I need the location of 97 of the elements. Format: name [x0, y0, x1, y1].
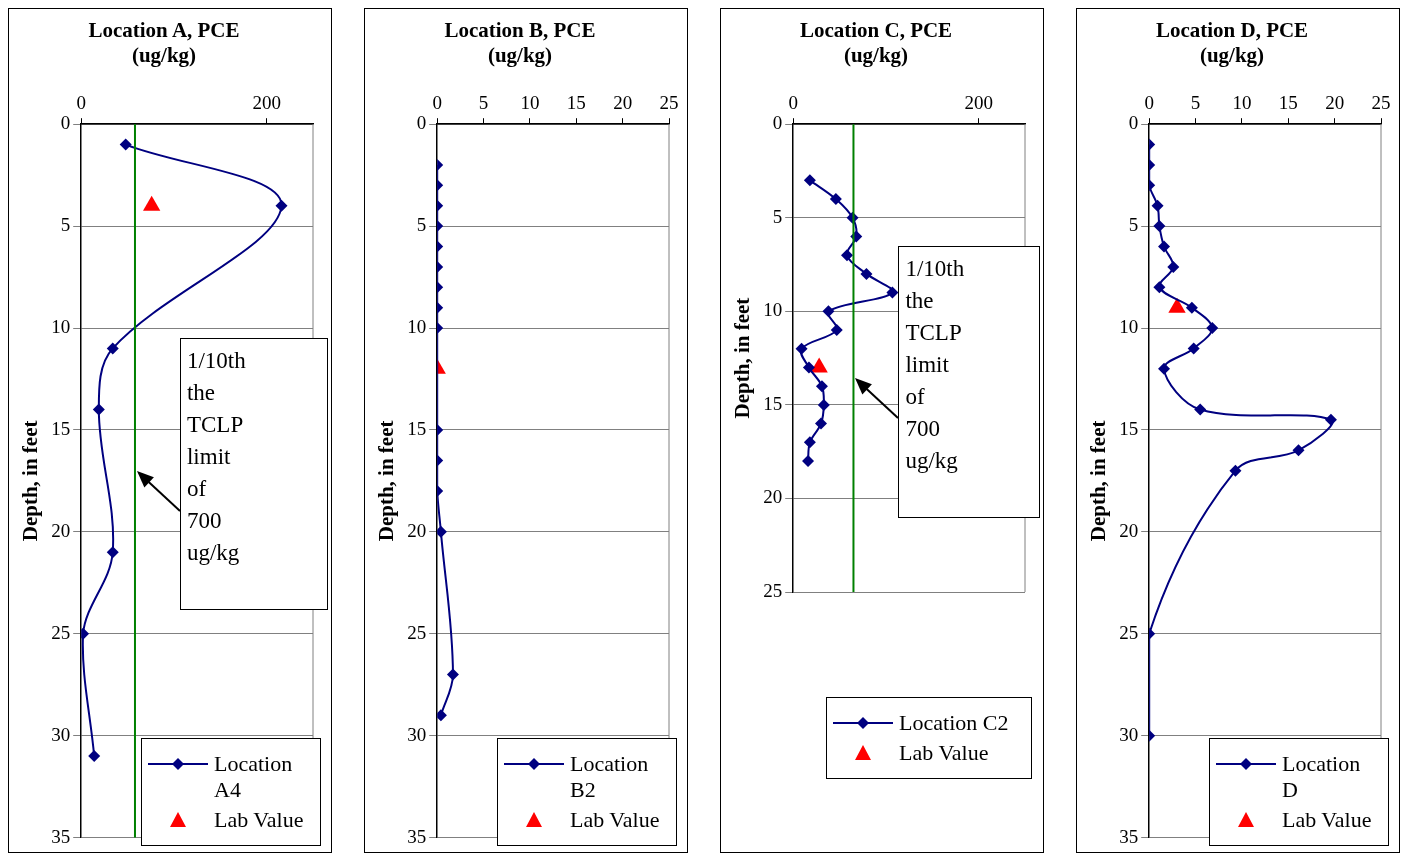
- point: [1151, 199, 1164, 212]
- point: [1158, 362, 1171, 375]
- chart-title: Location A, PCE (ug/kg): [88, 18, 240, 68]
- legend-label: Lab Value: [1282, 806, 1372, 833]
- chart-title: Location D, PCE (ug/kg): [1155, 18, 1309, 68]
- point: [1229, 464, 1242, 477]
- y-tick-label: 15: [51, 417, 71, 439]
- chart-title: Location B, PCE (ug/kg): [444, 18, 596, 68]
- x-tick-label: 25: [659, 91, 679, 113]
- x-tick-label: 20: [613, 91, 633, 113]
- y-tick-label: 10: [763, 299, 783, 321]
- point: [829, 193, 842, 206]
- point: [802, 361, 815, 374]
- x-tick-label: 0: [1144, 91, 1154, 113]
- point: [1292, 444, 1305, 457]
- point: [860, 267, 873, 280]
- y-tick-label: 20: [1119, 519, 1139, 541]
- y-tick-label: 5: [772, 205, 783, 227]
- y-axis-title: Depth, in feet: [1086, 420, 1111, 542]
- y-tick-label: 10: [1119, 316, 1139, 338]
- x-tick-label: 20: [1325, 91, 1345, 113]
- point: [1206, 322, 1219, 335]
- x-tick-label: 5: [1190, 91, 1201, 113]
- point: [1167, 260, 1180, 273]
- point: [1153, 281, 1166, 294]
- y-tick-label: 30: [1119, 723, 1139, 745]
- y-tick-label: 35: [1119, 825, 1139, 847]
- point: [1185, 301, 1198, 314]
- x-tick-label: 10: [1232, 91, 1252, 113]
- y-tick-label: 25: [51, 621, 71, 643]
- point: [815, 380, 828, 393]
- y-tick-label: 5: [60, 214, 71, 236]
- point: [1194, 403, 1207, 416]
- y-tick-label: 25: [763, 579, 783, 601]
- y-tick-label: 30: [407, 723, 427, 745]
- legend-label: Location B2: [570, 750, 650, 803]
- point: [106, 342, 119, 355]
- y-tick-label: 35: [407, 825, 427, 847]
- x-tick-label: 5: [478, 91, 489, 113]
- y-tick-label: 30: [51, 723, 71, 745]
- ref-line-label: 1/10th the TCLP limit of 700 ug/kg: [186, 347, 246, 568]
- point: [803, 174, 816, 187]
- point: [817, 398, 830, 411]
- point: [1187, 342, 1200, 355]
- point: [1158, 240, 1171, 253]
- legend-label: Lab Value: [214, 806, 304, 833]
- y-axis-title: Depth, in feet: [18, 420, 43, 542]
- point: [119, 138, 132, 151]
- point: [815, 417, 828, 430]
- point: [840, 249, 853, 262]
- point: [822, 305, 835, 318]
- point: [92, 403, 105, 416]
- legend-label: Location C2: [899, 710, 1009, 736]
- point: [795, 342, 808, 355]
- y-tick-label: 0: [416, 112, 427, 134]
- point: [802, 455, 815, 468]
- y-tick-label: 20: [51, 519, 71, 541]
- point: [275, 199, 288, 212]
- y-tick-label: 35: [51, 825, 71, 847]
- y-tick-label: 0: [60, 112, 71, 134]
- y-tick-label: 5: [1128, 214, 1139, 236]
- point: [106, 546, 119, 559]
- point: [830, 324, 843, 337]
- y-tick-label: 20: [763, 486, 783, 508]
- point: [1153, 220, 1166, 233]
- y-tick-label: 10: [407, 316, 427, 338]
- x-tick-label: 0: [76, 91, 86, 113]
- x-tick-label: 15: [1278, 91, 1298, 113]
- x-tick-label: 200: [964, 91, 993, 113]
- y-tick-label: 10: [51, 316, 71, 338]
- x-tick-label: 25: [1371, 91, 1391, 113]
- point: [886, 286, 899, 299]
- y-tick-label: 20: [407, 519, 427, 541]
- point: [88, 750, 101, 763]
- x-tick-label: 200: [252, 91, 281, 113]
- x-tick-label: 0: [788, 91, 798, 113]
- y-tick-label: 15: [407, 417, 427, 439]
- x-tick-label: 0: [432, 91, 442, 113]
- ref-line-label: 1/10th the TCLP limit of 700 ug/kg: [905, 254, 965, 475]
- y-axis-title: Depth, in feet: [374, 420, 399, 542]
- legend-label: Location D: [1282, 750, 1362, 803]
- y-tick-label: 15: [1119, 417, 1139, 439]
- point: [803, 436, 816, 449]
- x-tick-label: 10: [520, 91, 540, 113]
- y-tick-label: 15: [763, 392, 783, 414]
- y-tick-label: 0: [1128, 112, 1139, 134]
- y-tick-label: 25: [407, 621, 427, 643]
- legend-label: Location A4: [214, 750, 294, 803]
- legend-label: Lab Value: [570, 806, 660, 833]
- y-tick-label: 5: [416, 214, 427, 236]
- y-axis-title: Depth, in feet: [730, 297, 755, 419]
- x-tick-label: 15: [566, 91, 586, 113]
- y-tick-label: 0: [772, 112, 783, 134]
- legend-label: Lab Value: [899, 740, 989, 766]
- point: [1324, 413, 1337, 426]
- y-tick-label: 25: [1119, 621, 1139, 643]
- chart-title: Location C, PCE (ug/kg): [799, 18, 953, 68]
